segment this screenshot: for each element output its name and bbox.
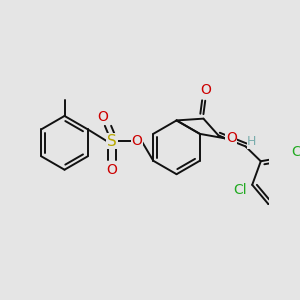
- Text: O: O: [132, 134, 142, 148]
- Text: O: O: [226, 131, 237, 145]
- Text: Cl: Cl: [291, 145, 300, 158]
- Text: H: H: [247, 135, 256, 148]
- Text: O: O: [200, 83, 211, 97]
- Text: O: O: [106, 163, 118, 177]
- Text: Cl: Cl: [233, 183, 247, 197]
- Text: O: O: [98, 110, 109, 124]
- Text: S: S: [107, 134, 117, 148]
